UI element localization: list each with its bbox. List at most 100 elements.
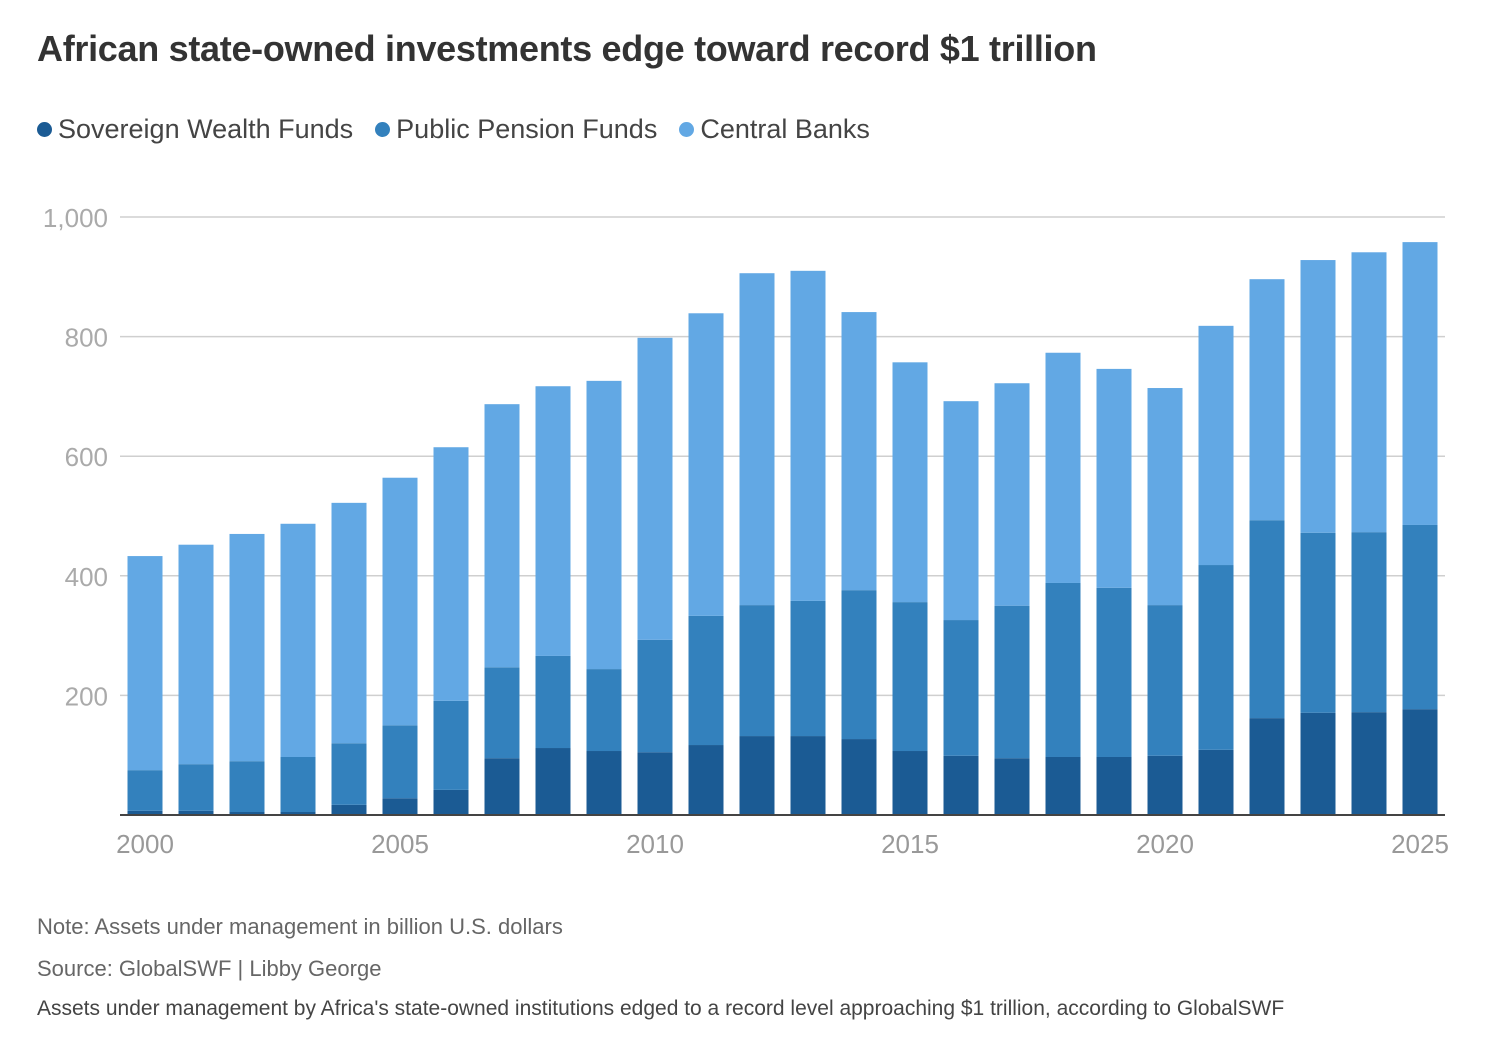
x-tick-label: 2005 bbox=[371, 829, 429, 859]
bar-swf-2016 bbox=[943, 755, 979, 815]
bar-central-banks-2020 bbox=[1147, 388, 1183, 606]
legend-label-swf: Sovereign Wealth Funds bbox=[58, 114, 354, 144]
legend-label-pension: Public Pension Funds bbox=[396, 114, 658, 144]
x-tick-label: 2015 bbox=[881, 829, 939, 859]
bar-central-banks-2016 bbox=[943, 401, 979, 621]
bar-swf-2009 bbox=[586, 751, 622, 815]
bar-central-banks-2001 bbox=[178, 544, 214, 765]
bar-swf-2025 bbox=[1402, 709, 1438, 815]
bar-pension-2002 bbox=[229, 761, 265, 813]
bar-central-banks-2012 bbox=[739, 273, 775, 606]
bar-pension-2021 bbox=[1198, 565, 1234, 750]
bar-pension-2006 bbox=[433, 700, 469, 790]
bar-pension-2010 bbox=[637, 639, 673, 753]
bar-swf-2024 bbox=[1351, 712, 1387, 815]
bar-central-banks-2004 bbox=[331, 502, 367, 744]
bar-central-banks-2018 bbox=[1045, 352, 1081, 583]
bar-swf-2018 bbox=[1045, 756, 1081, 815]
bar-central-banks-2011 bbox=[688, 313, 724, 616]
bar-pension-2011 bbox=[688, 615, 724, 746]
bar-central-banks-2008 bbox=[535, 386, 571, 656]
bar-central-banks-2013 bbox=[790, 270, 826, 601]
bar-swf-2013 bbox=[790, 736, 826, 815]
y-tick-label: 200 bbox=[65, 681, 108, 711]
bar-pension-2022 bbox=[1249, 520, 1285, 719]
bar-swf-2012 bbox=[739, 736, 775, 815]
bar-swf-2003 bbox=[280, 812, 316, 815]
x-tick-label: 2025 bbox=[1391, 829, 1449, 859]
bar-pension-2014 bbox=[841, 590, 877, 740]
y-tick-label: 800 bbox=[65, 323, 108, 353]
bar-central-banks-2006 bbox=[433, 447, 469, 701]
bar-central-banks-2019 bbox=[1096, 368, 1132, 588]
bar-pension-2008 bbox=[535, 655, 571, 749]
bar-pension-2005 bbox=[382, 725, 418, 799]
bar-swf-2022 bbox=[1249, 718, 1285, 815]
bar-pension-2007 bbox=[484, 667, 520, 759]
description: Assets under management by Africa's stat… bbox=[37, 997, 1285, 1020]
bar-pension-2019 bbox=[1096, 587, 1132, 757]
bar-pension-2015 bbox=[892, 602, 928, 752]
bar-swf-2011 bbox=[688, 745, 724, 815]
bar-central-banks-2005 bbox=[382, 477, 418, 726]
bar-swf-2007 bbox=[484, 758, 520, 815]
bar-central-banks-2023 bbox=[1300, 260, 1336, 533]
bar-pension-2012 bbox=[739, 605, 775, 737]
y-tick-label: 600 bbox=[65, 442, 108, 472]
bar-swf-2023 bbox=[1300, 712, 1336, 815]
bar-pension-2004 bbox=[331, 743, 367, 805]
bar-pension-2017 bbox=[994, 605, 1030, 759]
source: Source: GlobalSWF | Libby George bbox=[37, 956, 382, 981]
bar-swf-2015 bbox=[892, 751, 928, 815]
bar-swf-2000 bbox=[127, 810, 163, 815]
bar-central-banks-2007 bbox=[484, 404, 520, 668]
legend: Sovereign Wealth Funds Public Pension Fu… bbox=[37, 114, 870, 145]
legend-label-central-banks: Central Banks bbox=[700, 114, 870, 144]
bar-central-banks-2025 bbox=[1402, 242, 1438, 525]
bar-central-banks-2015 bbox=[892, 362, 928, 603]
y-tick-label: 400 bbox=[65, 562, 108, 592]
bar-swf-2021 bbox=[1198, 749, 1234, 815]
bar-central-banks-2000 bbox=[127, 556, 163, 771]
legend-swatch-pension bbox=[375, 122, 391, 137]
bar-pension-2001 bbox=[178, 764, 214, 811]
bar-swf-2008 bbox=[535, 748, 571, 815]
bar-swf-2020 bbox=[1147, 755, 1183, 815]
bar-pension-2016 bbox=[943, 620, 979, 756]
bar-pension-2013 bbox=[790, 600, 826, 737]
bar-pension-2023 bbox=[1300, 532, 1336, 713]
bar-pension-2003 bbox=[280, 756, 316, 813]
bar-central-banks-2009 bbox=[586, 380, 622, 670]
x-tick-label: 2020 bbox=[1136, 829, 1194, 859]
bar-pension-2018 bbox=[1045, 582, 1081, 757]
x-tick-label: 2010 bbox=[626, 829, 684, 859]
bar-central-banks-2010 bbox=[637, 337, 673, 640]
bar-central-banks-2003 bbox=[280, 523, 316, 757]
legend-item-swf: Sovereign Wealth Funds bbox=[37, 114, 353, 145]
bar-pension-2009 bbox=[586, 669, 622, 752]
bar-central-banks-2022 bbox=[1249, 279, 1285, 521]
bar-swf-2019 bbox=[1096, 756, 1132, 815]
bar-swf-2017 bbox=[994, 758, 1030, 815]
bar-swf-2004 bbox=[331, 804, 367, 815]
legend-swatch-central-banks bbox=[679, 122, 695, 137]
legend-swatch-swf bbox=[37, 122, 52, 137]
bar-pension-2020 bbox=[1147, 605, 1183, 756]
bar-central-banks-2002 bbox=[229, 533, 265, 762]
bar-central-banks-2017 bbox=[994, 383, 1030, 606]
bar-pension-2025 bbox=[1402, 524, 1438, 710]
bar-pension-2000 bbox=[127, 770, 163, 811]
bar-central-banks-2024 bbox=[1351, 252, 1387, 533]
bar-swf-2005 bbox=[382, 798, 418, 815]
bar-swf-2001 bbox=[178, 810, 214, 815]
y-tick-label: 1,000 bbox=[43, 203, 108, 233]
bar-swf-2002 bbox=[229, 812, 265, 815]
x-tick-label: 2000 bbox=[116, 829, 174, 859]
note: Note: Assets under management in billion… bbox=[37, 914, 563, 939]
bar-swf-2014 bbox=[841, 739, 877, 815]
bar-pension-2024 bbox=[1351, 532, 1387, 713]
bar-central-banks-2021 bbox=[1198, 325, 1234, 566]
bar-swf-2006 bbox=[433, 789, 469, 815]
legend-item-pension: Public Pension Funds bbox=[375, 114, 657, 145]
